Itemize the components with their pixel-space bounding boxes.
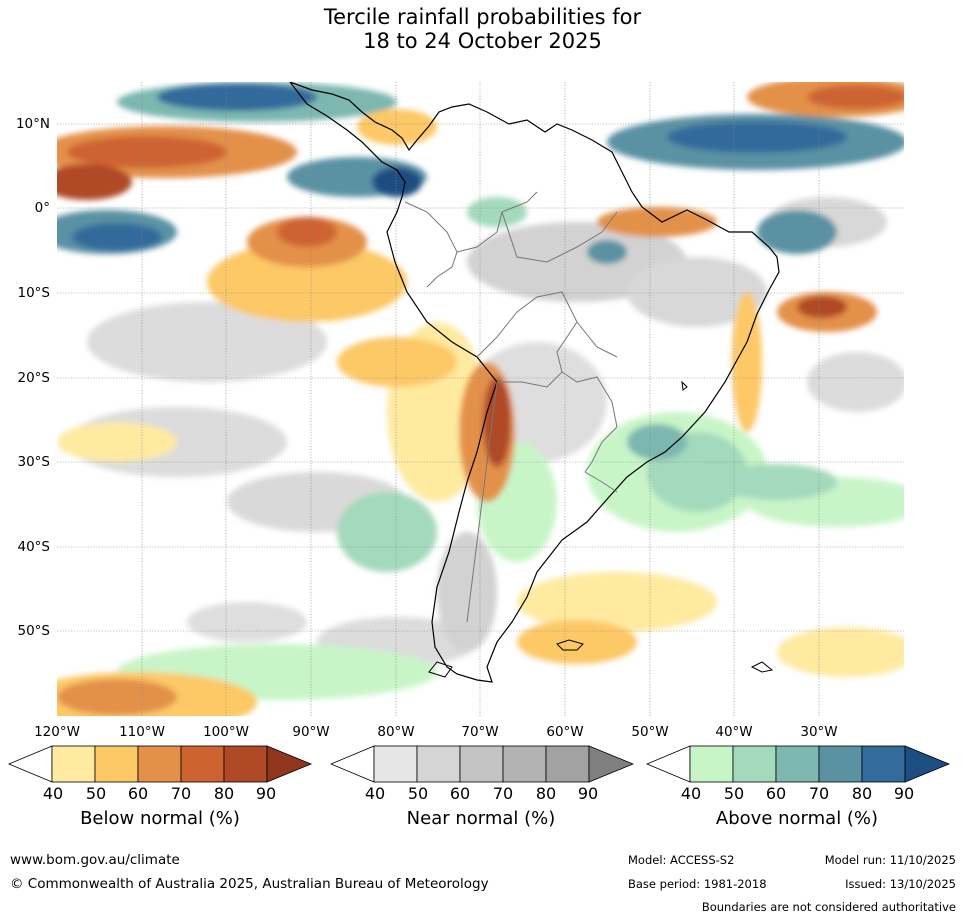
cbar-tick: 80 [535,784,557,803]
lon-label-40w: 40°W [715,724,753,740]
cbar-tick: 50 [85,784,107,803]
cbar-tick: 80 [851,784,873,803]
cbar-tick: 80 [213,784,235,803]
cbar-tick: 70 [170,784,192,803]
below-normal-title: Below normal (%) [80,808,240,829]
colorbar-min-triangle [646,745,691,783]
footer-base-period: Base period: 1981-2018 [628,877,767,891]
colorbar-min-triangle [330,745,375,783]
footer-issued: Issued: 13/10/2025 [845,877,956,891]
colorbar-segment [180,745,225,783]
lat-label-40s: 40°S [17,539,51,555]
cbar-tick: 70 [492,784,514,803]
probability-shading [57,82,904,716]
colorbar-segment [502,745,547,783]
footer-disclaimer: Boundaries are not considered authoritat… [701,900,956,914]
colorbar-min-triangle [8,745,53,783]
above-normal-title: Above normal (%) [715,808,879,829]
colorbar-segment [137,745,182,783]
lat-label-0: 0° [34,200,50,216]
colorbar-segment [373,745,418,783]
cbar-tick: 40 [364,784,386,803]
graticule [57,82,904,716]
footer-url[interactable]: www.bom.gov.au/climate [10,852,180,868]
colorbar-segment [818,745,863,783]
colorbar-segment [689,745,734,783]
lon-label-30w: 30°W [800,724,838,740]
colorbar-segment [94,745,139,783]
near-normal-colorbar [330,745,634,783]
lat-label-10s: 10°S [17,285,51,301]
colorbar-segment [775,745,820,783]
near-normal-title: Near normal (%) [406,808,556,829]
lat-label-20s: 20°S [17,370,51,386]
below-normal-colorbar [8,745,312,783]
above-normal-colorbar [646,745,950,783]
colorbar-max-triangle [266,745,312,783]
lon-label-70w: 70°W [461,724,499,740]
colorbar-segment [459,745,504,783]
lon-label-50w: 50°W [631,724,669,740]
lat-label-30s: 30°S [17,454,51,470]
colorbar-max-triangle [904,745,950,783]
lon-label-110w: 110°W [119,724,165,740]
cbar-tick: 60 [127,784,149,803]
footer-model-run: Model run: 11/10/2025 [824,853,956,867]
cbar-tick: 60 [765,784,787,803]
colorbar-segment [732,745,777,783]
colorbar-segment [51,745,96,783]
colorbar-segment [545,745,590,783]
cbar-tick: 40 [42,784,64,803]
lon-label-100w: 100°W [203,724,249,740]
colorbar-segment [223,745,268,783]
cbar-tick: 90 [255,784,277,803]
cbar-tick: 90 [577,784,599,803]
south-america-coastline [289,82,780,683]
colorbar-segment [416,745,461,783]
title-line-1: Tercile rainfall probabilities for [323,5,642,29]
cbar-tick: 40 [680,784,702,803]
lat-label-50s: 50°S [17,623,51,639]
cbar-tick: 50 [407,784,429,803]
footer-model: Model: ACCESS-S2 [628,853,735,867]
colorbar-segment [861,745,906,783]
cbar-tick: 90 [893,784,915,803]
lon-label-90w: 90°W [292,724,330,740]
lon-label-60w: 60°W [546,724,584,740]
country-borders [404,191,618,623]
rainfall-probability-map [57,82,904,716]
lon-label-120w: 120°W [34,724,80,740]
colorbar-max-triangle [588,745,634,783]
title-line-2: 18 to 24 October 2025 [363,29,602,53]
cbar-tick: 70 [808,784,830,803]
cbar-tick: 50 [723,784,745,803]
islands [428,380,774,678]
footer-copyright: © Commonwealth of Australia 2025, Austra… [10,876,489,892]
lat-label-10n: 10°N [15,116,50,132]
cbar-tick: 60 [449,784,471,803]
lon-label-80w: 80°W [377,724,415,740]
